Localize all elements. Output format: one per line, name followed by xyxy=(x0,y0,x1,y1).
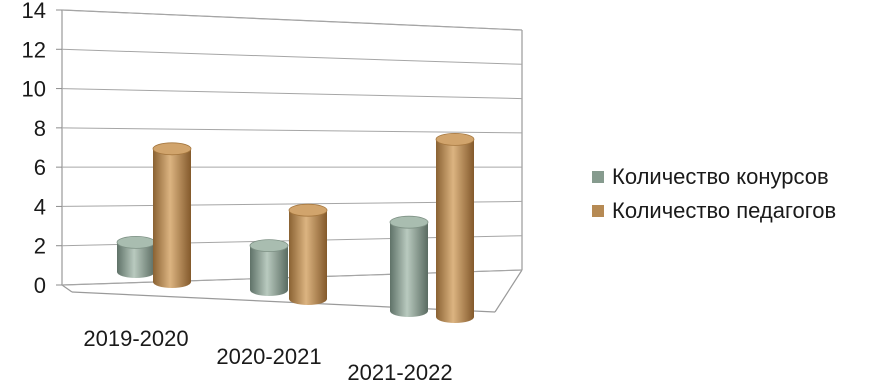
bar-top xyxy=(249,239,289,253)
legend-swatch-series-0 xyxy=(592,171,604,183)
gridline xyxy=(61,9,523,31)
bar-body xyxy=(390,222,428,317)
y-tick-label: 2 xyxy=(34,234,46,259)
y-axis-ticks: 0 2 4 6 8 10 12 14 xyxy=(22,0,62,298)
legend-swatch-series-1 xyxy=(592,205,604,217)
floor-left-edge xyxy=(61,284,73,293)
legend-item-series-0: Количество конурсов xyxy=(592,160,836,194)
x-axis-labels: 2019-2020 2020-2021 2021-2022 xyxy=(83,326,452,383)
y-tick-label: 14 xyxy=(22,0,46,23)
y-tick-label: 4 xyxy=(34,194,46,219)
bar-body xyxy=(289,210,327,305)
legend-label-series-0: Количество конурсов xyxy=(612,164,829,189)
bar-series-1-2020-2021 xyxy=(288,203,328,305)
bar-series-1-2021-2022 xyxy=(435,132,475,323)
bars xyxy=(116,132,475,323)
bar-body xyxy=(117,242,155,278)
bar-body xyxy=(436,139,474,323)
y-tick-label: 0 xyxy=(34,273,46,298)
gridline xyxy=(61,48,523,65)
y-tick-label: 10 xyxy=(22,77,46,102)
legend-item-series-1: Количество педагогов xyxy=(592,194,836,228)
floor-front-edge xyxy=(71,291,496,313)
bar-series-0-2021-2022 xyxy=(389,215,429,317)
y-tick-label: 8 xyxy=(34,116,46,141)
bar-top xyxy=(152,142,192,156)
bar-series-0-2020-2021 xyxy=(249,239,289,296)
legend-label-series-1: Количество педагогов xyxy=(612,198,837,223)
y-tick-label: 12 xyxy=(22,37,46,62)
x-tick-label: 2019-2020 xyxy=(83,326,188,351)
bar-series-0-2019-2020 xyxy=(116,235,156,278)
legend: Количество конурсов Количество педагогов xyxy=(592,160,836,228)
floor-right-edge xyxy=(494,269,523,313)
bar-body xyxy=(250,245,288,296)
gridline xyxy=(61,88,523,100)
x-tick-label: 2020-2021 xyxy=(216,344,321,369)
bar-top xyxy=(116,235,156,249)
x-tick-label: 2021-2022 xyxy=(347,360,452,383)
y-tick-label: 6 xyxy=(34,155,46,180)
gridline xyxy=(61,127,523,134)
bar-top xyxy=(389,215,429,229)
bar-body xyxy=(153,148,191,288)
bar-top xyxy=(435,132,475,146)
bar-series-1-2019-2020 xyxy=(152,142,192,288)
bar-top xyxy=(288,203,328,217)
